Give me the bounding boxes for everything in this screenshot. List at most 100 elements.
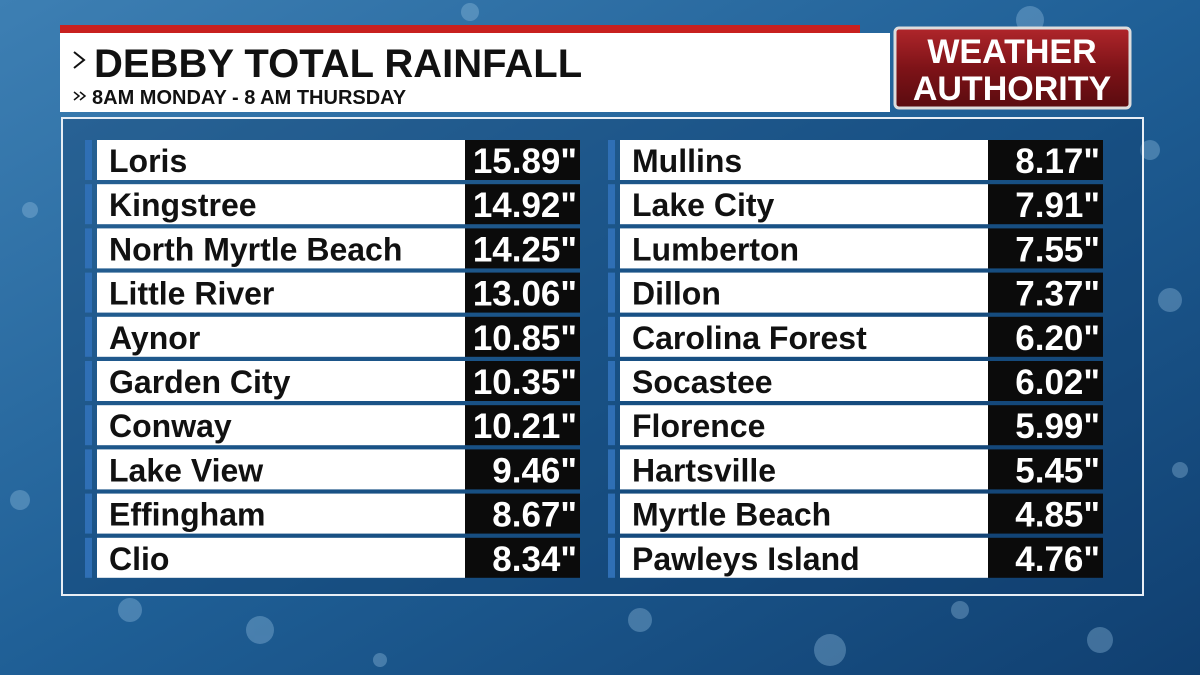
rainfall-value: 7.91" (1015, 186, 1100, 225)
value-box (988, 316, 1103, 357)
location-name: Loris (109, 143, 187, 179)
row-bar (620, 272, 988, 313)
location-name: Lumberton (632, 231, 799, 267)
row-marker (85, 316, 92, 357)
value-box (465, 228, 580, 269)
row-marker (608, 537, 615, 578)
rainfall-value: 13.06" (473, 275, 577, 314)
row-marker (85, 449, 92, 490)
row-bar (620, 228, 988, 269)
logo (893, 26, 1132, 110)
row-marker (608, 272, 615, 313)
header-accent (60, 25, 860, 33)
row-bar (97, 405, 465, 446)
row-marker (608, 228, 615, 269)
row-marker (85, 228, 92, 269)
subtitle: 8AM MONDAY - 8 AM THURSDAY (92, 87, 407, 109)
row-marker (608, 361, 615, 401)
location-name: Dillon (632, 276, 721, 312)
value-box (988, 537, 1103, 578)
value-box (465, 272, 580, 313)
location-name: Conway (109, 408, 232, 444)
row-bar (620, 184, 988, 225)
row-marker (85, 405, 92, 446)
location-name: Socastee (632, 364, 773, 400)
row-bar (620, 493, 988, 534)
rainfall-value: 7.55" (1015, 230, 1100, 269)
row-marker (608, 405, 615, 446)
logo-text: WEATHER (927, 33, 1096, 71)
row-bar (97, 493, 465, 534)
row-marker (608, 316, 615, 357)
row-bar (97, 361, 465, 401)
location-name: Carolina Forest (632, 320, 867, 356)
rainfall-value: 7.37" (1015, 275, 1100, 314)
row-bar (620, 405, 988, 446)
value-box (465, 316, 580, 357)
chevron (73, 51, 86, 69)
row-marker (85, 140, 92, 180)
value-box (988, 449, 1103, 490)
row-bar (620, 537, 988, 578)
rainfall-value: 14.92" (473, 186, 577, 225)
row-bar (620, 140, 988, 180)
value-box (465, 405, 580, 446)
chevron (73, 91, 81, 101)
location-name: Myrtle Beach (632, 497, 831, 533)
rainfall-value: 10.35" (473, 363, 577, 402)
row-bar (97, 449, 465, 490)
row-bar (97, 316, 465, 357)
value-box (988, 405, 1103, 446)
value-box (988, 493, 1103, 534)
rainfall-value: 4.76" (1015, 540, 1100, 579)
rainfall-value: 8.67" (492, 496, 577, 535)
row-marker (85, 184, 92, 225)
location-name: Effingham (109, 497, 265, 533)
row-marker (85, 537, 92, 578)
rainfall-value: 4.85" (1015, 496, 1100, 535)
row-bar (97, 272, 465, 313)
rainfall-value: 15.89" (473, 142, 577, 181)
location-name: Lake City (632, 187, 774, 223)
value-box (988, 184, 1103, 225)
raindrops (10, 3, 1188, 667)
location-name: Mullins (632, 143, 742, 179)
header-box (60, 33, 890, 112)
rainfall-value: 10.85" (473, 319, 577, 358)
logo-text: AUTHORITY (913, 70, 1112, 108)
location-name: Lake View (109, 452, 263, 488)
rainfall-value: 14.25" (473, 230, 577, 269)
rainfall-value: 10.21" (473, 407, 577, 446)
row-marker (608, 449, 615, 490)
table: Loris 15.89" Kingstree 14.92" North Myrtle B… (85, 140, 1103, 579)
location-name: North Myrtle Beach (109, 231, 402, 267)
rainfall-value: 6.02" (1015, 363, 1100, 402)
value-box (465, 449, 580, 490)
value-box (988, 272, 1103, 313)
value-box (465, 537, 580, 578)
value-box (465, 140, 580, 180)
value-box (988, 361, 1103, 401)
row-marker (85, 493, 92, 534)
row-bar (97, 140, 465, 180)
rainfall-value: 8.17" (1015, 142, 1100, 181)
rainfall-value: 5.45" (1015, 451, 1100, 490)
value-box (465, 184, 580, 225)
rainfall-value: 9.46" (492, 451, 577, 490)
rainfall-value: 6.20" (1015, 319, 1100, 358)
location-name: Hartsville (632, 452, 776, 488)
row-bar (620, 316, 988, 357)
rainfall-value: 5.99" (1015, 407, 1100, 446)
row-marker (608, 493, 615, 534)
location-name: Little River (109, 276, 274, 312)
row-marker (608, 140, 615, 180)
location-name: Garden City (109, 364, 291, 400)
location-name: Florence (632, 408, 765, 444)
location-name: Aynor (109, 320, 200, 356)
location-name: Pawleys Island (632, 541, 860, 577)
title: DEBBY TOTAL RAINFALL (94, 42, 582, 86)
row-marker (85, 272, 92, 313)
row-marker (85, 361, 92, 401)
